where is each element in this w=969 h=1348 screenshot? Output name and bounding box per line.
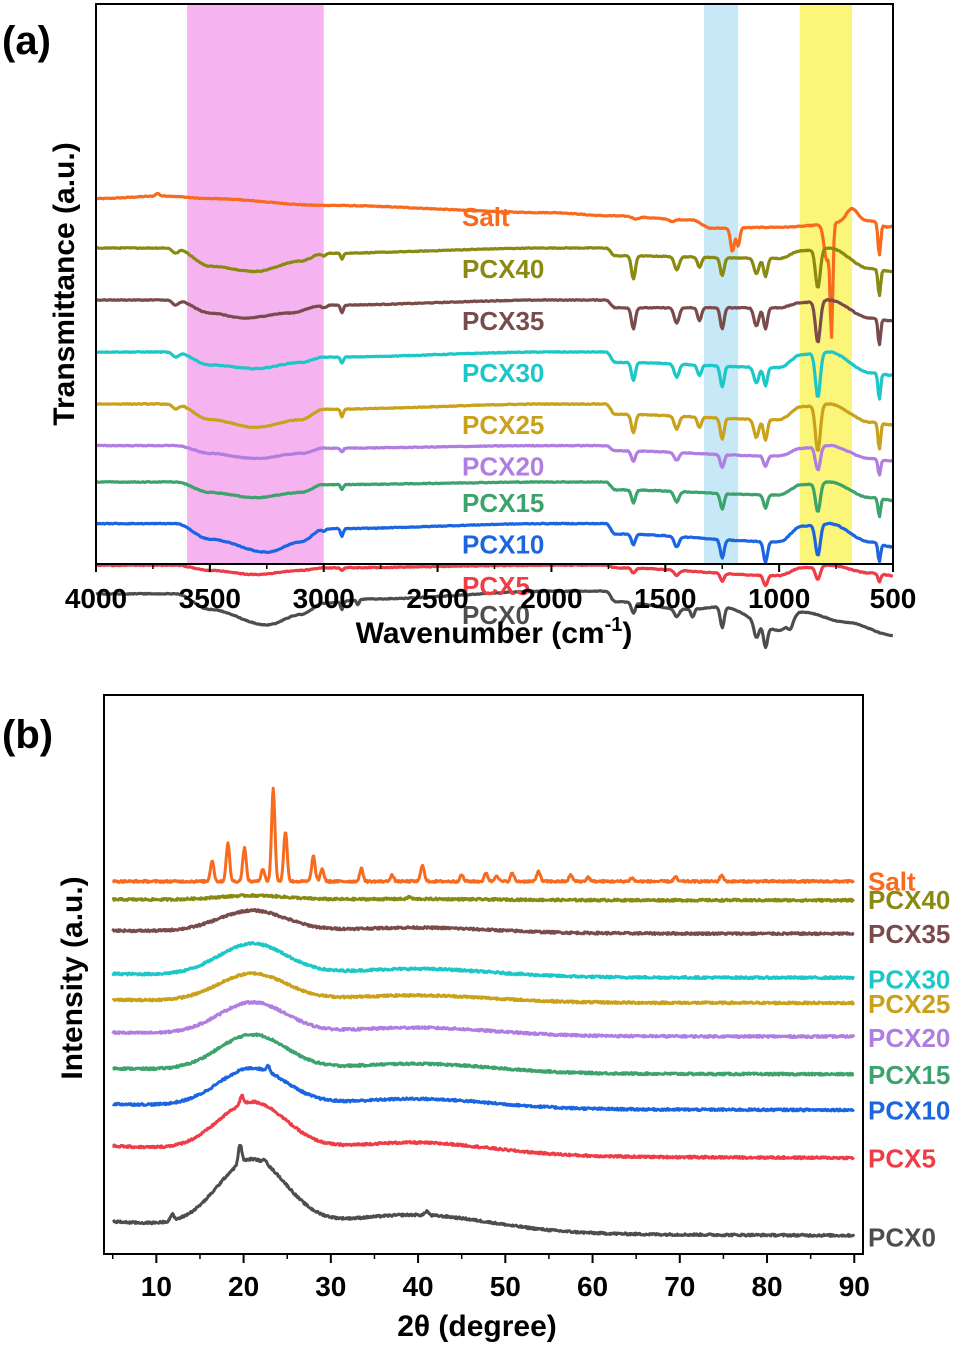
ftir-line-pcx10 bbox=[95, 521, 894, 565]
xrd-panel-label: (b) bbox=[2, 713, 53, 757]
xrd-x-ticks: 10 20 30 40 50 60 70 80 90 bbox=[111, 1254, 870, 1302]
xrd-label-pcx15: PCX15 bbox=[868, 1060, 950, 1090]
xrd-label-pcx35: PCX35 bbox=[868, 919, 950, 949]
ftir-x-tick-label: 4000 bbox=[65, 583, 127, 614]
ftir-x-ticks: 4000 3500 3000 2500 2000 1500 1000 500 bbox=[65, 564, 917, 614]
ftir-x-tick-label: 1000 bbox=[748, 583, 810, 614]
ftir-panel-label: (a) bbox=[2, 19, 51, 63]
xrd-x-axis-label: 2θ (degree) bbox=[397, 1310, 557, 1343]
xrd-label-pcx20: PCX20 bbox=[868, 1023, 950, 1053]
xrd-x-tick-label: 30 bbox=[315, 1271, 346, 1302]
xrd-x-tick-label: 70 bbox=[664, 1271, 695, 1302]
xrd-x-tick-label: 40 bbox=[402, 1271, 433, 1302]
ftir-y-axis-label: Transmittance (a.u.) bbox=[48, 142, 81, 425]
ftir-label-pcx5: PCX5 bbox=[462, 571, 530, 601]
xrd-line-pcx15 bbox=[111, 1032, 855, 1077]
xrd-label-pcx10: PCX10 bbox=[868, 1096, 950, 1126]
ftir-series-labels: Salt PCX40 PCX35 PCX30 PCX25 PCX20 PCX15 PCX10 P… bbox=[462, 202, 544, 630]
xrd-x-tick-label: 60 bbox=[577, 1271, 608, 1302]
ftir-label-pcx25: PCX25 bbox=[462, 410, 544, 440]
ftir-line-pcx15 bbox=[95, 480, 894, 519]
ftir-line-pcx20 bbox=[95, 443, 894, 477]
ftir-x-tick-label: 2000 bbox=[520, 583, 582, 614]
xrd-line-pcx25 bbox=[111, 971, 856, 1006]
ftir-label-pcx30: PCX30 bbox=[462, 358, 544, 388]
ftir-line-pcx0 bbox=[95, 589, 894, 650]
ftir-line-pcx40 bbox=[95, 246, 894, 298]
xrd-y-axis-label: Intensity (a.u.) bbox=[56, 876, 89, 1079]
xrd-label-salt: Salt bbox=[868, 867, 916, 897]
ftir-label-pcx0: PCX0 bbox=[462, 600, 530, 630]
xrd-x-tick-label: 20 bbox=[228, 1271, 259, 1302]
ftir-x-tick-label: 1500 bbox=[634, 583, 696, 614]
xrd-label-pcx5: PCX5 bbox=[868, 1143, 936, 1173]
ftir-x-tick-label: 500 bbox=[870, 583, 917, 614]
ftir-x-tick-label: 2500 bbox=[406, 583, 468, 614]
ftir-label-pcx40: PCX40 bbox=[462, 254, 544, 284]
ftir-line-pcx25 bbox=[95, 402, 894, 452]
xrd-plot-frame bbox=[103, 694, 864, 1255]
xrd-label-pcx0: PCX0 bbox=[868, 1222, 936, 1252]
xrd-line-pcx0 bbox=[111, 1143, 856, 1238]
xrd-label-pcx40: PCX40 bbox=[868, 885, 950, 915]
xrd-label-pcx25: PCX25 bbox=[868, 989, 950, 1019]
ftir-line-pcx35 bbox=[95, 298, 894, 347]
xrd-x-tick-label: 80 bbox=[751, 1271, 782, 1302]
ftir-label-salt: Salt bbox=[462, 202, 510, 232]
ftir-panel: Salt PCX40 PCX35 PCX30 PCX25 PCX20 PCX15 PCX10 P… bbox=[2, 3, 917, 650]
highlight-band-2 bbox=[703, 4, 739, 564]
ftir-x-axis-label: Wavenumber (cm-1) bbox=[356, 614, 633, 650]
xrd-line-pcx35 bbox=[111, 908, 855, 937]
xrd-line-pcx20 bbox=[111, 999, 856, 1040]
xrd-line-pcx30 bbox=[111, 941, 856, 981]
xrd-x-tick-label: 50 bbox=[490, 1271, 521, 1302]
xrd-x-tick-label: 90 bbox=[839, 1271, 870, 1302]
ftir-label-pcx20: PCX20 bbox=[462, 452, 544, 482]
ftir-label-pcx15: PCX15 bbox=[462, 488, 544, 518]
ftir-label-pcx35: PCX35 bbox=[462, 306, 544, 336]
xrd-label-pcx30: PCX30 bbox=[868, 964, 950, 994]
xrd-x-tick-label: 10 bbox=[141, 1271, 172, 1302]
xrd-line-pcx40 bbox=[111, 893, 855, 903]
xrd-line-pcx10 bbox=[111, 1063, 855, 1113]
highlight-band-1 bbox=[187, 4, 324, 564]
ftir-x-axis-label-main: Wavenumber (cm bbox=[356, 617, 605, 650]
xrd-line-pcx5 bbox=[111, 1093, 855, 1161]
highlight-band-3 bbox=[799, 4, 853, 564]
ftir-x-tick-label: 3500 bbox=[179, 583, 241, 614]
ftir-label-pcx10: PCX10 bbox=[462, 530, 544, 560]
ftir-line-pcx30 bbox=[95, 350, 894, 401]
ftir-x-tick-label: 3000 bbox=[293, 583, 355, 614]
xrd-patterns bbox=[111, 786, 856, 1238]
highlight-bands bbox=[187, 4, 853, 564]
xrd-line-salt bbox=[111, 786, 856, 884]
ftir-x-axis-label-suffix: ) bbox=[622, 617, 632, 650]
ftir-line-salt bbox=[95, 192, 894, 339]
ftir-x-axis-label-superscript: -1 bbox=[605, 614, 623, 636]
xrd-panel: 10 20 30 40 50 60 70 80 90 SaltPCX40PCX35PCX30PC… bbox=[2, 694, 950, 1343]
